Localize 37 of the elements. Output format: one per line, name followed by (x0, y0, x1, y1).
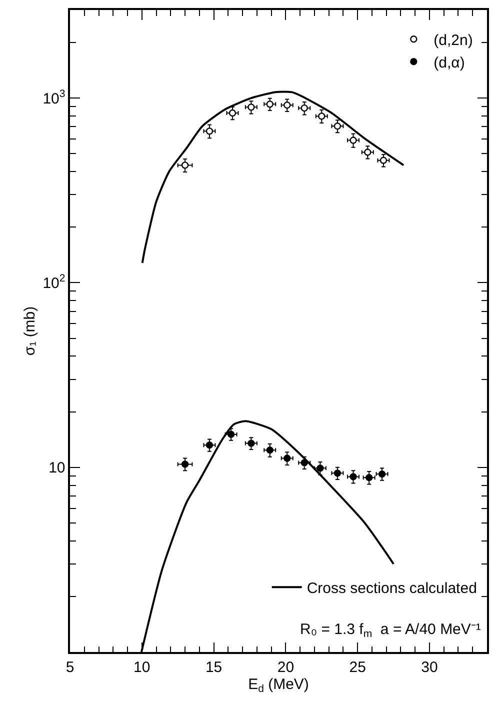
x-tick-label: 25 (349, 658, 366, 676)
point (378, 470, 386, 478)
point (206, 442, 214, 449)
x-axis-title: E$_{d}$ (MeV) (248, 676, 309, 695)
point (284, 454, 291, 462)
point (181, 162, 189, 169)
point (181, 460, 189, 468)
point (380, 156, 388, 164)
x-tick-label: 30 (421, 658, 438, 676)
point (248, 440, 255, 447)
point (284, 102, 291, 109)
x-tick-label: 5 (66, 658, 74, 676)
point (334, 122, 342, 130)
point (206, 128, 214, 135)
point (334, 470, 342, 477)
x-tick-label: 10 (134, 658, 150, 676)
point (316, 464, 324, 472)
point (350, 473, 357, 480)
annotation: R₀ = 1.3 f$_{m}$ a = A/40 MeV⁻¹ (300, 621, 481, 640)
point (266, 446, 274, 454)
y-tick-label: 10 (48, 460, 66, 477)
y-tick-label: 10$^{2}$ (42, 272, 66, 292)
point (350, 136, 357, 144)
point (365, 474, 373, 482)
point (318, 112, 326, 120)
point (266, 100, 274, 108)
legend-label: Cross sections calculated (306, 580, 477, 597)
x-tick-label: 20 (277, 658, 294, 676)
point (300, 104, 308, 112)
y-tick-label: 10$^{3}$ (42, 88, 66, 108)
point (248, 104, 255, 111)
legend-label: (d,α) (434, 54, 465, 72)
y-axis-title: σ₁ (mb) (21, 306, 38, 356)
point (228, 109, 236, 117)
x-tick-label: 15 (205, 658, 222, 676)
legend-label: (d,2n) (434, 32, 473, 49)
point (364, 148, 372, 156)
